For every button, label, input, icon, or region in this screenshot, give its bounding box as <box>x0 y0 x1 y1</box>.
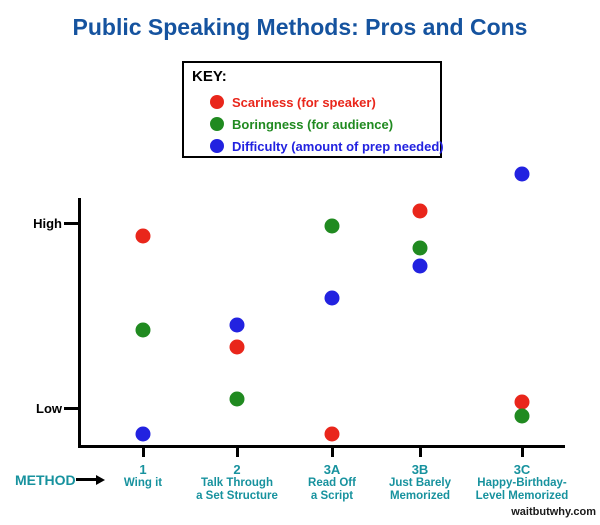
method-label-3c: 3C Happy-Birthday- Level Memorized <box>457 462 587 502</box>
y-tick-high <box>64 222 78 225</box>
method-name-line: Memorized <box>389 489 451 502</box>
method-label-3b: 3B Just Barely Memorized <box>355 462 485 502</box>
y-axis-line <box>78 198 81 448</box>
legend-item-difficulty: Difficulty (amount of prep needed) <box>210 138 444 154</box>
method-id: 3B <box>411 462 429 477</box>
method-name-line: Level Memorized <box>475 489 569 502</box>
x-tick <box>235 446 239 457</box>
legend-label-difficulty: Difficulty (amount of prep needed) <box>232 138 444 154</box>
boringness-dot-icon <box>210 117 224 131</box>
method-label-3a: 3A Read Off a Script <box>267 462 397 502</box>
difficulty-dot-icon <box>210 139 224 153</box>
method-name-line: Happy-Birthday- <box>477 477 567 489</box>
method-label-2: 2 Talk Through a Set Structure <box>172 462 302 502</box>
data-point <box>229 317 245 333</box>
data-point <box>514 394 530 410</box>
data-point <box>229 339 245 355</box>
method-name-line: a Script <box>310 489 354 502</box>
data-point <box>412 258 428 274</box>
data-point <box>514 408 530 424</box>
method-name-line: Talk Through <box>201 477 273 489</box>
x-axis-title: METHOD <box>15 472 76 488</box>
watermark: waitbutwhy.com <box>511 506 596 518</box>
data-point <box>514 166 530 182</box>
method-label-1: 1 Wing it <box>78 462 208 490</box>
legend-item-boringness: Boringness (for audience) <box>210 116 393 132</box>
method-name-line: a Set Structure <box>196 489 278 502</box>
data-point <box>324 218 340 234</box>
x-tick <box>330 446 334 457</box>
y-tick-label-high: High <box>33 216 62 231</box>
data-point <box>229 391 245 407</box>
method-id: 2 <box>233 462 241 477</box>
method-id: 3A <box>323 462 341 477</box>
legend-item-scariness: Scariness (for speaker) <box>210 94 376 110</box>
legend-label-scariness: Scariness (for speaker) <box>232 94 376 110</box>
data-point <box>324 426 340 442</box>
data-point <box>135 322 151 338</box>
x-tick <box>141 446 145 457</box>
method-arrow-head-icon <box>96 474 105 485</box>
x-tick <box>520 446 524 457</box>
chart-title: Public Speaking Methods: Pros and Cons <box>72 14 528 40</box>
data-point <box>412 203 428 219</box>
scariness-dot-icon <box>210 95 224 109</box>
y-tick-low <box>64 407 78 410</box>
data-point <box>135 426 151 442</box>
y-tick-label-low: Low <box>36 401 62 416</box>
legend-box: KEY: Scariness (for speaker) Boringness … <box>182 61 444 158</box>
method-name-line: Read Off <box>308 477 356 489</box>
data-point <box>135 228 151 244</box>
data-point <box>324 290 340 306</box>
x-axis-line <box>78 445 565 448</box>
method-name-line: Wing it <box>123 477 163 489</box>
method-name-line: Just Barely <box>388 477 451 489</box>
legend-label-boringness: Boringness (for audience) <box>232 116 394 132</box>
method-id: 3C <box>513 462 531 477</box>
method-arrow-icon <box>76 478 97 481</box>
x-tick <box>418 446 422 457</box>
method-id: 1 <box>139 462 147 477</box>
legend-heading: KEY: <box>192 68 227 85</box>
data-point <box>412 240 428 256</box>
